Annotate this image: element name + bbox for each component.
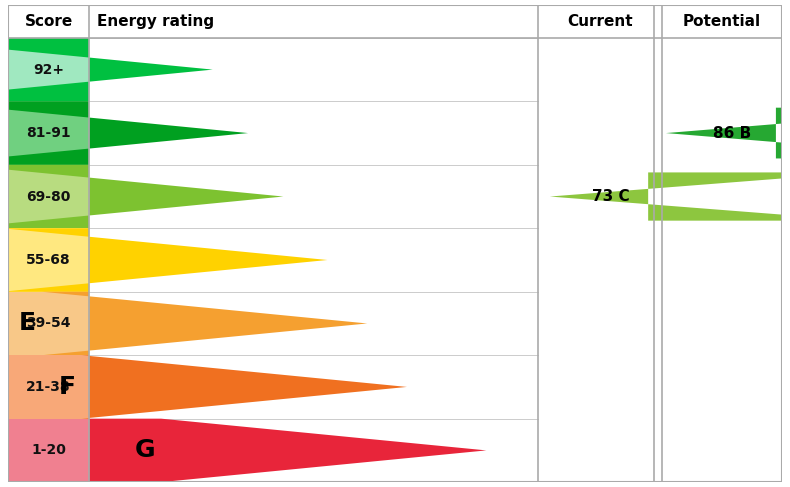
- Polygon shape: [550, 172, 790, 221]
- Text: 86 B: 86 B: [713, 126, 751, 141]
- Bar: [8, 355, 89, 419]
- Bar: [8, 419, 89, 482]
- Bar: [8, 228, 89, 292]
- Bar: [8, 165, 89, 228]
- Text: Score: Score: [24, 14, 73, 29]
- Polygon shape: [81, 355, 407, 419]
- Text: 55-68: 55-68: [26, 253, 71, 267]
- Polygon shape: [42, 292, 367, 355]
- Polygon shape: [89, 419, 487, 482]
- Text: Potential: Potential: [683, 14, 761, 29]
- Text: 92+: 92+: [33, 63, 64, 76]
- Text: E: E: [19, 312, 36, 336]
- Text: F: F: [58, 375, 76, 399]
- Text: 69-80: 69-80: [26, 189, 71, 204]
- Text: 1-20: 1-20: [31, 443, 66, 457]
- Text: Energy rating: Energy rating: [97, 14, 214, 29]
- Polygon shape: [0, 165, 284, 228]
- Bar: [8, 292, 89, 355]
- Polygon shape: [2, 228, 328, 292]
- Text: 39-54: 39-54: [26, 317, 71, 331]
- Bar: [8, 38, 89, 101]
- Polygon shape: [0, 101, 248, 165]
- Text: Current: Current: [567, 14, 633, 29]
- Bar: [8, 101, 89, 165]
- Text: 81-91: 81-91: [26, 126, 71, 140]
- Text: 21-38: 21-38: [26, 380, 71, 394]
- Polygon shape: [666, 108, 790, 158]
- Text: 73 C: 73 C: [592, 189, 630, 204]
- Text: G: G: [134, 438, 155, 462]
- Polygon shape: [0, 38, 213, 101]
